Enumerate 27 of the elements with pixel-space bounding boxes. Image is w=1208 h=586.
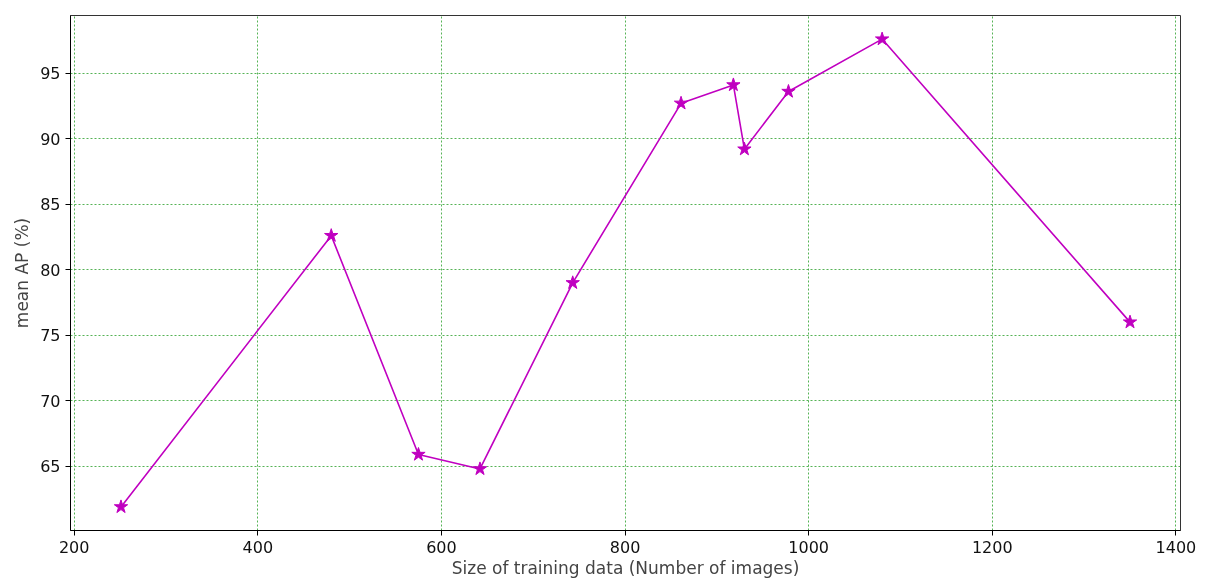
x-tick-label: 800 <box>609 537 641 557</box>
point <box>737 141 752 156</box>
point <box>726 77 741 92</box>
point <box>565 275 580 289</box>
y-tick-label: 75 <box>40 326 61 346</box>
point <box>113 499 129 514</box>
point <box>673 95 689 110</box>
y-tick-label: 90 <box>40 129 61 149</box>
x-tick-label: 200 <box>58 537 90 557</box>
point <box>781 84 796 98</box>
x-tick-label: 600 <box>426 537 457 557</box>
point <box>1122 314 1138 329</box>
y-tick-label: 95 <box>40 64 61 84</box>
y-tick-label: 70 <box>40 391 61 411</box>
x-tick-label: 1200 <box>971 537 1013 557</box>
x-tick-label: 1400 <box>1155 537 1197 557</box>
x-tick-label: 400 <box>242 537 274 557</box>
y-axis-title: mean AP (%) <box>12 217 33 329</box>
y-tick-label: 85 <box>40 195 61 215</box>
x-axis-title: Size of training data (Number of images) <box>451 557 800 578</box>
point <box>874 31 890 46</box>
point <box>472 461 488 476</box>
point <box>324 228 339 242</box>
y-tick-label: 65 <box>40 457 61 477</box>
y-tick-label: 80 <box>40 260 61 280</box>
point <box>411 446 426 461</box>
x-tick-label: 1000 <box>788 537 830 557</box>
